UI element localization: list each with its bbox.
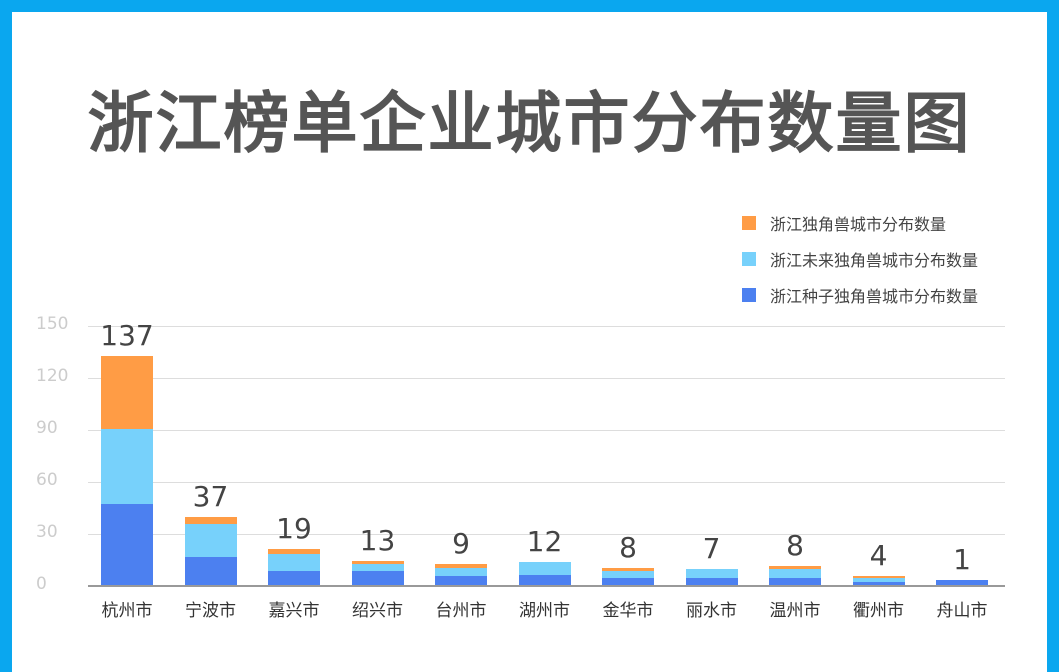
gridline	[88, 534, 1005, 535]
bar-stack[interactable]	[184, 517, 237, 585]
legend-swatch	[742, 288, 756, 302]
legend-swatch	[742, 216, 756, 230]
bar-stack[interactable]	[685, 569, 738, 585]
bar-stack[interactable]	[518, 562, 571, 585]
bar-stack[interactable]	[602, 567, 654, 585]
y-tick-label: 120	[36, 366, 69, 386]
bar-segment[interactable]	[518, 562, 571, 575]
x-tick-label: 衢州市	[853, 601, 904, 621]
bar-segment[interactable]	[685, 569, 738, 579]
bar-value-label: 13	[359, 523, 396, 557]
bar-value-label: 19	[276, 511, 312, 545]
x-tick-label: 绍兴市	[352, 601, 403, 621]
bar-segment[interactable]	[351, 564, 404, 572]
x-tick-label: 台州市	[435, 601, 487, 621]
bar-stack[interactable]	[351, 560, 404, 585]
bar-segment[interactable]	[184, 524, 237, 558]
legend-label: 浙江未来独角兽城市分布数量	[770, 251, 979, 270]
x-tick-label: 舟山市	[936, 601, 988, 621]
bar-stack[interactable]	[852, 576, 905, 585]
gridline	[88, 326, 1005, 327]
x-tick-label: 宁波市	[185, 601, 236, 621]
y-tick-label: 0	[36, 574, 47, 594]
bar-value-label: 12	[526, 525, 563, 559]
x-axis-line	[88, 585, 1005, 587]
bar-segment[interactable]	[852, 576, 905, 579]
bar-segment[interactable]	[685, 578, 738, 585]
legend: 浙江独角兽城市分布数量浙江未来独角兽城市分布数量 浙江种子独角兽城市分布数量	[742, 205, 978, 313]
bar-segment[interactable]	[602, 567, 654, 572]
bar-value-label: 8	[786, 528, 804, 562]
gridline	[88, 482, 1005, 483]
bar-segment[interactable]	[602, 571, 654, 579]
bar-segment[interactable]	[184, 557, 237, 585]
bar-value-label: 9	[452, 527, 470, 561]
bar-segment[interactable]	[268, 571, 320, 585]
bar-segment[interactable]	[602, 578, 654, 585]
chart-title: 浙江榜单企业城市分布数量图	[87, 85, 972, 162]
bar-stack[interactable]	[435, 564, 487, 585]
bar-segment[interactable]	[769, 565, 821, 570]
y-tick-label: 60	[36, 470, 58, 490]
bar-segment[interactable]	[101, 503, 153, 585]
plot-area	[88, 326, 1005, 587]
x-tick-label: 杭州市	[101, 601, 153, 621]
bar-stack[interactable]	[769, 565, 821, 585]
x-tick-label: 嘉兴市	[268, 601, 320, 621]
legend-item[interactable]: 浙江种子独角兽城市分布数量	[742, 277, 978, 313]
gridline	[88, 430, 1005, 431]
bar-segment[interactable]	[518, 574, 571, 585]
bar-segment[interactable]	[101, 356, 153, 430]
legend-label: 浙江独角兽城市分布数量	[770, 215, 947, 234]
y-tick-label: 150	[36, 314, 69, 334]
bar-segment[interactable]	[435, 567, 487, 577]
y-tick-label: 90	[36, 418, 58, 438]
bar-segment[interactable]	[351, 571, 404, 585]
bar-segment[interactable]	[852, 578, 905, 582]
legend-item[interactable]: 浙江未来独角兽城市分布数量	[742, 241, 978, 277]
x-tick-label: 湖州市	[519, 601, 570, 621]
legend-swatch	[742, 252, 756, 266]
bar-segment[interactable]	[435, 576, 487, 585]
gridline	[88, 378, 1005, 379]
bar-segment[interactable]	[184, 517, 237, 525]
bar-stack[interactable]	[101, 356, 153, 585]
bar-segment[interactable]	[268, 548, 320, 554]
bar-value-label: 1	[953, 542, 971, 576]
bar-segment[interactable]	[769, 569, 821, 579]
bar-value-label: 7	[702, 532, 721, 566]
x-tick-label: 丽水市	[686, 601, 737, 621]
bar-value-label: 8	[619, 530, 637, 564]
legend-label: 浙江种子独角兽城市分布数量	[770, 287, 979, 306]
bar-segment[interactable]	[852, 581, 905, 585]
bar-stack[interactable]	[268, 548, 320, 585]
bar-segment[interactable]	[435, 564, 487, 568]
x-tick-label: 金华市	[602, 601, 654, 621]
bar-value-label: 4	[869, 539, 888, 573]
bar-stack[interactable]	[936, 579, 988, 585]
bar-segment[interactable]	[268, 553, 320, 572]
bar-value-label: 37	[192, 480, 229, 514]
bar-segment[interactable]	[769, 578, 821, 585]
x-tick-label: 温州市	[769, 601, 821, 621]
legend-item[interactable]: 浙江独角兽城市分布数量	[742, 205, 978, 241]
bar-segment[interactable]	[101, 429, 153, 504]
bar-segment[interactable]	[936, 579, 988, 585]
bar-value-label: 137	[100, 319, 154, 353]
bar-segment[interactable]	[351, 560, 404, 565]
y-tick-label: 30	[36, 522, 58, 542]
